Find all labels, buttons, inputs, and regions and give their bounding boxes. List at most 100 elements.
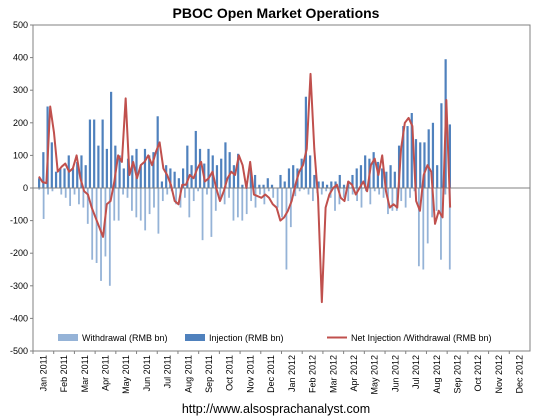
- withdrawal-bar: [320, 188, 323, 195]
- injection-bar: [169, 168, 172, 188]
- y-tick-label: -500: [10, 346, 28, 356]
- injection-bar: [385, 171, 388, 188]
- chart-title: PBOC Open Market Operations: [173, 5, 380, 21]
- withdrawal-bar: [228, 188, 230, 198]
- withdrawal-bar: [298, 188, 301, 192]
- injection-bar: [148, 155, 151, 188]
- withdrawal-bar: [166, 188, 169, 195]
- injection-bar: [38, 178, 41, 188]
- withdrawal-bar: [175, 188, 177, 205]
- withdrawal-bar: [426, 188, 429, 244]
- withdrawal-bar: [312, 188, 314, 202]
- x-tick-label: Dec 2011: [266, 355, 276, 393]
- injection-bar: [114, 145, 117, 188]
- withdrawal-bar: [188, 188, 191, 218]
- withdrawal-bar: [139, 188, 142, 221]
- legend-swatch: [58, 334, 78, 341]
- injection-bar: [241, 184, 244, 188]
- x-tick-label: Nov 2012: [494, 355, 504, 394]
- withdrawal-bar: [334, 188, 336, 211]
- net-line: [38, 72, 452, 304]
- injection-bar: [279, 174, 282, 188]
- x-tick-label: Oct 2012: [473, 355, 483, 392]
- injection-bar: [313, 174, 316, 188]
- x-tick-label: Aug 2012: [432, 355, 442, 394]
- y-tick-label: 500: [13, 20, 28, 30]
- withdrawal-bar: [192, 188, 195, 202]
- withdrawal-bar: [197, 188, 200, 192]
- injection-bar: [97, 145, 100, 188]
- withdrawal-bar: [250, 188, 253, 202]
- withdrawal-bar: [157, 188, 160, 234]
- withdrawal-bar: [219, 188, 222, 202]
- injection-bar: [232, 165, 236, 188]
- injection-bar: [80, 155, 83, 188]
- injection-bar: [410, 113, 413, 188]
- withdrawal-bar: [135, 188, 138, 218]
- injection-bar: [215, 165, 219, 188]
- withdrawal-bar: [206, 188, 208, 195]
- withdrawal-bar: [267, 188, 270, 192]
- withdrawal-bar: [395, 188, 398, 211]
- withdrawal-bar: [232, 188, 235, 221]
- x-tick-label: Apr 2011: [101, 355, 111, 391]
- injection-bar: [342, 184, 346, 188]
- withdrawal-bar: [113, 188, 116, 221]
- x-tick-label: Sep 2011: [204, 355, 214, 393]
- injection-bar: [50, 142, 53, 188]
- withdrawal-bar: [382, 188, 385, 198]
- footer-url: http://www.alsosprachanalyst.com: [182, 402, 370, 416]
- withdrawal-bar: [131, 188, 133, 211]
- withdrawal-bar: [356, 188, 358, 202]
- injection-bar: [54, 171, 58, 188]
- withdrawal-bar: [122, 188, 124, 195]
- injection-bar: [186, 145, 189, 188]
- withdrawal-bar: [64, 188, 67, 198]
- withdrawal-bar: [307, 188, 310, 195]
- injection-bar: [287, 168, 291, 188]
- withdrawal-bar: [422, 188, 425, 270]
- x-tick-label: Jun 2011: [142, 355, 152, 391]
- withdrawal-bar: [47, 188, 49, 195]
- x-tick-label: May 2012: [370, 355, 380, 395]
- injection-bar: [258, 184, 261, 188]
- injection-bar: [325, 184, 329, 188]
- withdrawal-bar: [148, 188, 151, 215]
- x-tick-label: Jul 2012: [411, 355, 421, 389]
- legend-label: Injection (RMB bn): [209, 333, 284, 343]
- injection-bar: [88, 119, 92, 188]
- withdrawal-bar: [435, 188, 438, 211]
- injection-bar: [249, 168, 252, 188]
- legend-label: Withdrawal (RMB bn): [82, 333, 168, 343]
- injection-bar: [448, 124, 451, 188]
- injection-bar: [42, 152, 45, 188]
- injection-bar: [427, 129, 430, 188]
- withdrawal-bar: [400, 188, 403, 202]
- y-tick-label: 100: [13, 150, 28, 160]
- injection-bar: [131, 155, 134, 188]
- withdrawal-bar: [431, 188, 434, 218]
- withdrawal-bar: [126, 188, 129, 198]
- withdrawal-bar: [285, 188, 288, 270]
- injection-bar: [152, 152, 155, 188]
- withdrawal-bar: [391, 188, 394, 211]
- x-tick-label: Jan 2011: [38, 355, 48, 391]
- withdrawal-bar: [351, 188, 354, 195]
- injection-bar: [317, 181, 320, 188]
- withdrawal-bar: [236, 188, 239, 218]
- injection-bar: [372, 152, 375, 188]
- injection-bar: [93, 119, 96, 188]
- injection-bar: [419, 142, 422, 188]
- injection-bar: [351, 174, 354, 188]
- withdrawal-bar: [73, 188, 76, 195]
- withdrawal-bar: [153, 188, 155, 208]
- x-tick-label: Feb 2012: [308, 355, 318, 393]
- injection-bar: [253, 174, 257, 188]
- net-injection-line: [38, 72, 452, 304]
- y-tick-label: -200: [10, 248, 28, 258]
- injection-bar: [135, 148, 138, 188]
- x-tick-label: Jul 2011: [163, 355, 173, 388]
- withdrawal-bar: [82, 188, 85, 208]
